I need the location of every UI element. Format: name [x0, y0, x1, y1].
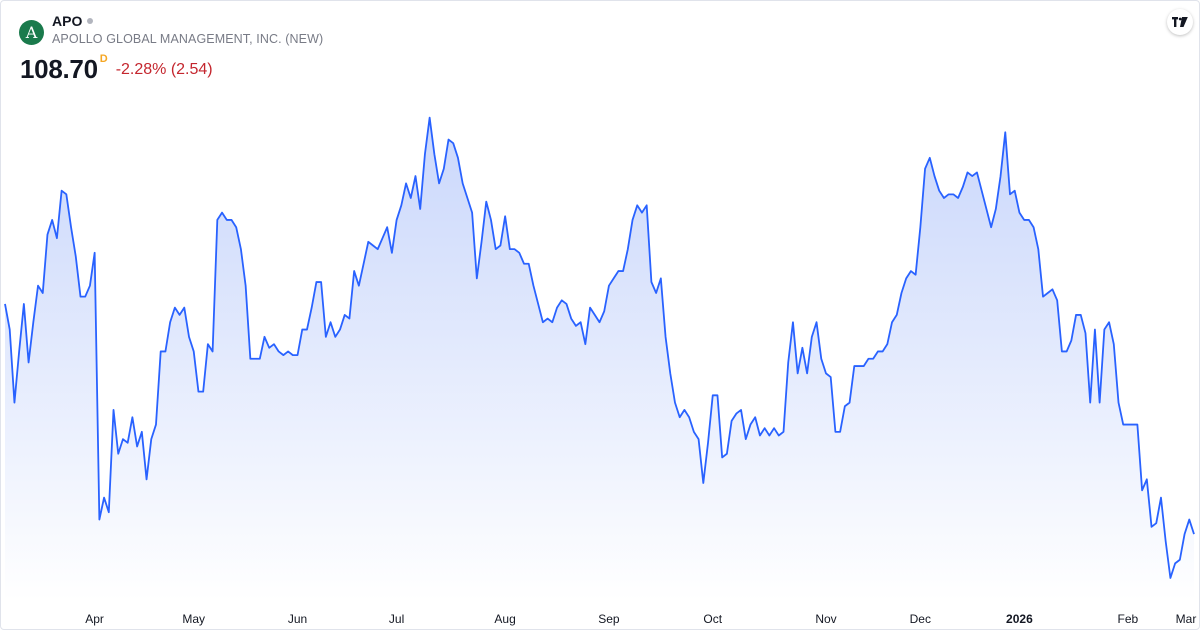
ticker-symbol[interactable]: APO: [52, 13, 83, 29]
x-tick-label: Sep: [598, 612, 620, 626]
company-logo: A: [19, 20, 44, 45]
x-tick-label: 2026: [1006, 612, 1033, 626]
price-change: -2.28% (2.54): [115, 61, 213, 78]
last-price: 108.70: [20, 54, 98, 84]
symbol-header: A APO APOLLO GLOBAL MANAGEMENT, INC. (NE…: [19, 13, 323, 85]
price-series-line: [4, 116, 1195, 579]
x-tick-label: Nov: [815, 612, 836, 626]
x-tick-label: Aug: [494, 612, 515, 626]
x-tick-label: May: [182, 612, 205, 626]
x-tick-label: Dec: [910, 612, 931, 626]
x-tick-label: Jun: [288, 612, 307, 626]
price-area-fill: [5, 117, 1194, 602]
tradingview-logo-icon[interactable]: [1167, 9, 1193, 35]
x-tick-label: Mar: [1176, 612, 1197, 626]
company-name: APOLLO GLOBAL MANAGEMENT, INC. (NEW): [52, 32, 324, 46]
x-tick-label: Jul: [389, 612, 404, 626]
market-status-dot-icon: [87, 18, 94, 24]
x-tick-label: Feb: [1118, 612, 1139, 626]
price-flag: D: [99, 53, 108, 65]
x-tick-label: Apr: [85, 612, 104, 626]
x-tick-label: Oct: [703, 612, 722, 626]
